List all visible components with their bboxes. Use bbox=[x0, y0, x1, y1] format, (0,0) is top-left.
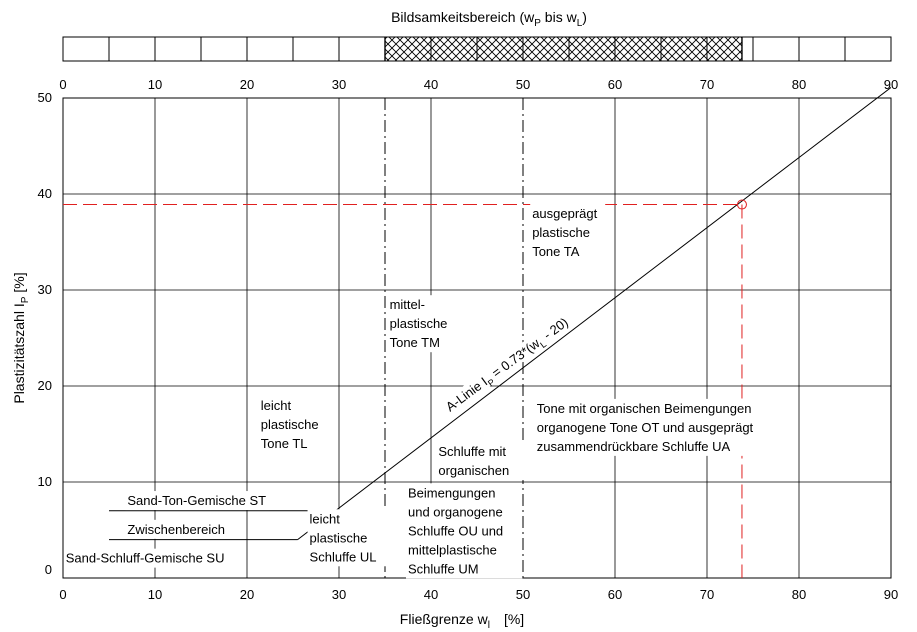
region-label-bg bbox=[258, 396, 334, 453]
x-tick-label-top: 70 bbox=[700, 77, 714, 92]
x-tick-label-bottom: 80 bbox=[792, 587, 806, 602]
x-tick-label-top: 50 bbox=[516, 77, 530, 92]
x-tick-label-bottom: 10 bbox=[148, 587, 162, 602]
region-label-line: Zwischenbereich bbox=[127, 522, 225, 537]
y-tick-label: 30 bbox=[38, 282, 52, 297]
band-hatched-area bbox=[385, 37, 742, 61]
region-label-bg bbox=[534, 398, 769, 456]
region-label-bg bbox=[530, 204, 606, 261]
region-label-line: Sand-Schluff-Gemische SU bbox=[66, 551, 225, 566]
region-label-line: Schluffe UL bbox=[310, 549, 377, 564]
tick-labels: 0010102020303040405050606070708080909001… bbox=[38, 77, 899, 602]
y-tick-label: 0 bbox=[45, 562, 52, 577]
x-tick-label-top: 10 bbox=[148, 77, 162, 92]
region-label-line: Sand-Ton-Gemische ST bbox=[127, 493, 266, 508]
x-tick-label-bottom: 60 bbox=[608, 587, 622, 602]
region-label-bg bbox=[63, 548, 236, 568]
x-tick-label-top: 40 bbox=[424, 77, 438, 92]
region-label-line: Tone TL bbox=[261, 436, 308, 451]
y-tick-label: 40 bbox=[38, 186, 52, 201]
region-label-line: Tone TM bbox=[390, 335, 440, 350]
band-title: Bildsamkeitsbereich (wP bis wL) bbox=[391, 9, 587, 29]
region-label-line: leicht bbox=[261, 398, 292, 413]
region-label-line: ausgeprägt bbox=[532, 206, 597, 221]
region-label-line: Schluffe mit bbox=[438, 444, 506, 459]
x-axis-label: Fließgrenze wl [%] bbox=[400, 611, 524, 631]
x-tick-label-bottom: 70 bbox=[700, 587, 714, 602]
region-label-bg bbox=[307, 509, 390, 567]
x-tick-label-bottom: 0 bbox=[59, 587, 66, 602]
x-tick-label-top: 30 bbox=[332, 77, 346, 92]
region-label-line: plastische bbox=[390, 316, 448, 331]
y-axis-label: Plastizitätszahl IP[%] bbox=[11, 272, 31, 403]
region-label-line: Tone mit organischen Beimengungen bbox=[537, 401, 752, 416]
x-tick-label-bottom: 90 bbox=[884, 587, 898, 602]
region-label-bg bbox=[406, 483, 523, 579]
region-label-bg bbox=[436, 442, 526, 481]
marker-point bbox=[736, 199, 747, 210]
x-tick-label-bottom: 50 bbox=[516, 587, 530, 602]
region-label-line: organischen bbox=[438, 463, 509, 478]
region-label-line: Schluffe UM bbox=[408, 561, 479, 576]
a-line bbox=[297, 87, 892, 540]
region-label-line: Schluffe OU und bbox=[408, 523, 503, 538]
region-label-bg bbox=[125, 519, 235, 539]
region-label-line: Tone TA bbox=[532, 244, 580, 259]
region-labels: ausgeprägt plastische Tone TA mittel-plasti… bbox=[63, 204, 769, 579]
region-label-line: Beimengungen bbox=[408, 485, 495, 500]
region-label-line: und organogene bbox=[408, 504, 503, 519]
x-tick-label-bottom: 20 bbox=[240, 587, 254, 602]
x-tick-label-top: 90 bbox=[884, 77, 898, 92]
plasticity-range-band bbox=[62, 36, 892, 62]
region-label-line: organogene Tone OT und ausgeprägt bbox=[537, 420, 754, 435]
region-label-line: mittel- bbox=[390, 297, 425, 312]
x-tick-label-top: 60 bbox=[608, 77, 622, 92]
region-label-line: plastische bbox=[310, 530, 368, 545]
region-label-line: plastische bbox=[261, 417, 319, 432]
region-label-line: mittelplastische bbox=[408, 542, 497, 557]
y-tick-label: 10 bbox=[38, 474, 52, 489]
y-tick-label: 50 bbox=[38, 90, 52, 105]
region-label-line: plastische bbox=[532, 225, 590, 240]
x-tick-label-top: 0 bbox=[59, 77, 66, 92]
region-label-line: zusammendrückbare Schluffe UA bbox=[537, 439, 731, 454]
x-tick-label-bottom: 40 bbox=[424, 587, 438, 602]
x-tick-label-bottom: 30 bbox=[332, 587, 346, 602]
region-label-line: leicht bbox=[310, 511, 341, 526]
region-label-bg bbox=[387, 295, 463, 353]
y-tick-label: 20 bbox=[38, 378, 52, 393]
x-tick-label-top: 80 bbox=[792, 77, 806, 92]
region-label-bg bbox=[125, 491, 270, 511]
x-tick-label-top: 20 bbox=[240, 77, 254, 92]
